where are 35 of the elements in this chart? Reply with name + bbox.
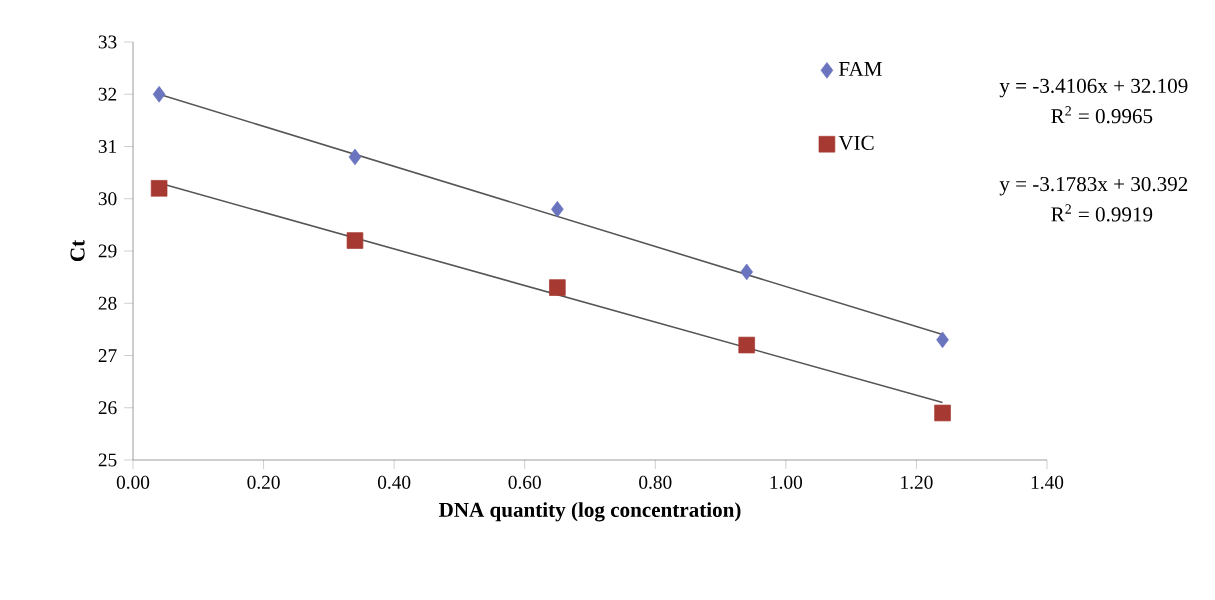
y-tick-label: 31	[98, 140, 117, 154]
x-tick-label: 1.40	[1031, 475, 1064, 489]
y-tick-label: 25	[98, 453, 117, 467]
x-tick-label: 0.20	[247, 475, 280, 489]
text: R$^{2}$ = 0.9965	[1051, 106, 1153, 124]
annotation: y = -3.1783x + 30.392	[999, 176, 1188, 196]
x-tick-label: 0.40	[377, 475, 411, 489]
y-tick-label: 30	[98, 192, 117, 206]
x-tick-label: 1.20	[901, 475, 933, 489]
point	[936, 331, 949, 349]
x-tick-label: 0.80	[639, 475, 672, 489]
y-tick-label: 33	[98, 35, 117, 49]
y-tick-label: 26	[98, 401, 117, 415]
y-tick-label: 28	[98, 296, 117, 310]
x-tick-label: 1.00	[770, 475, 803, 489]
y-tick-label: 32	[98, 87, 117, 101]
point	[551, 200, 564, 218]
annotation: y = -3.4106x + 32.109	[999, 78, 1188, 98]
point	[150, 180, 168, 197]
x-tick-label: 0.00	[116, 475, 150, 489]
legend-label: FAM	[838, 61, 882, 76]
point	[348, 148, 362, 166]
y-tick-label: 27	[98, 349, 117, 362]
text: R$^{2}$ = 0.9919	[1051, 204, 1153, 222]
y-axis-title: Ct	[70, 239, 85, 262]
point	[934, 404, 951, 422]
x-tick-label: 0.60	[508, 475, 541, 489]
point	[346, 232, 364, 249]
y-tick-label: 29	[98, 244, 117, 258]
x-axis-title: DNA quantity (log concentration)	[438, 502, 741, 522]
point	[549, 279, 566, 296]
point	[740, 263, 753, 281]
point	[738, 336, 755, 354]
legend-label: VIC	[838, 135, 874, 151]
point	[152, 86, 166, 103]
